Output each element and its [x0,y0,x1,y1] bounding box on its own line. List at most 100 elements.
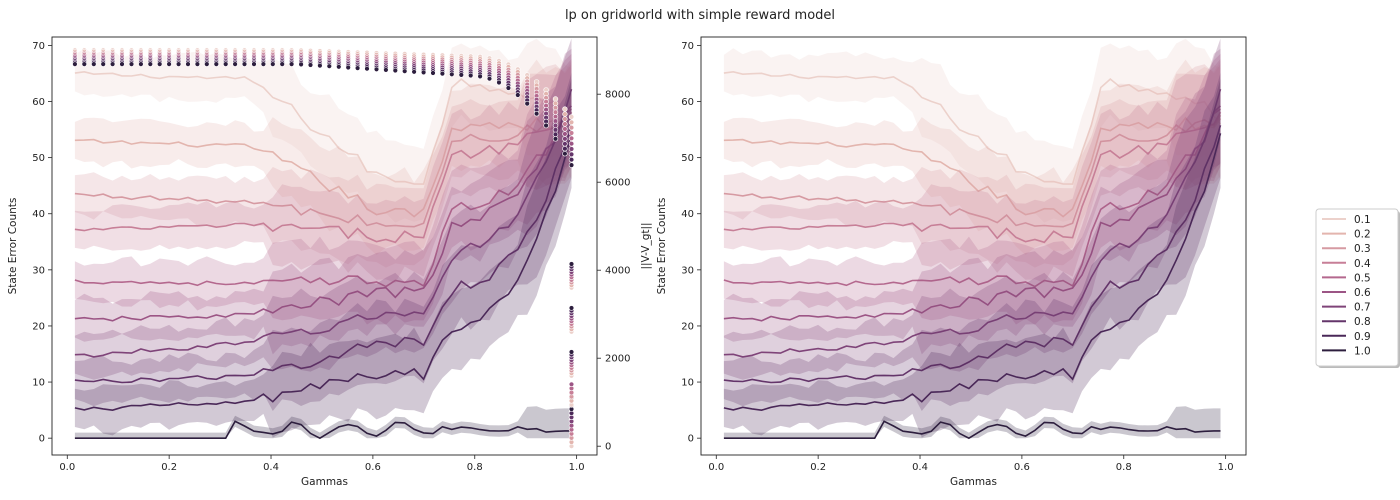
x-tick-label: 0.6 [365,462,381,473]
y-axis-label: State Error Counts [7,198,19,295]
legend-label-0.9: 0.9 [1354,331,1371,343]
scatter-point [568,162,575,168]
scatter-point [232,61,238,67]
y2-tick-label: 4000 [605,266,630,277]
scatter-point [552,118,559,124]
scatter-point [270,61,276,67]
scatter-point [568,349,575,355]
y2-tick-label: 2000 [605,354,630,365]
y2-axis-label: ||V-V_gt|| [640,222,652,269]
scatter-point [157,61,163,67]
legend: 0.1 0.2 0.3 0.4 0.5 0.6 0.7 0.8 0.9 1.0 [1315,208,1400,368]
scatter-point [568,305,575,311]
scatter-point [552,127,559,133]
y-tick-label: 50 [32,153,45,164]
scatter-point [552,122,559,129]
scatter-point [100,61,106,67]
scatter-point [81,61,88,67]
y-tick-label: 60 [32,97,45,108]
y-tick-label: 70 [32,41,45,52]
panel-left: 0 2000 4000 6000 8000 ||V-V_gt|| 0.0 0.2 0.4 0.6 0… [7,36,652,488]
band-0.7 [74,38,572,380]
x-tick-label: 1.0 [569,462,585,473]
plot-frame [700,36,1247,456]
scatter-point [326,63,332,69]
legend-label-0.3: 0.3 [1354,243,1371,255]
scatter-point [552,131,559,138]
legend-label-0.6: 0.6 [1354,287,1371,299]
scatter-point [486,75,493,82]
scatter-point [533,110,540,117]
band-0.4 [723,58,1221,283]
y-tick-label: 10 [681,378,694,389]
band-1.0 [74,406,572,439]
x-tick-label: 1.0 [1218,462,1234,473]
scatter-point [568,119,575,126]
scatter-point [279,61,285,67]
scatter-point [552,136,559,142]
band-0.9 [74,78,572,438]
scatter-point [505,85,512,91]
series-line-0.2 [723,116,1222,218]
x-axis-label: Gammas [301,476,348,488]
scatter-point [336,64,342,70]
scatter-point [568,157,575,163]
legend-label-0.5: 0.5 [1354,272,1371,284]
y-tick-label: 0 [39,434,45,445]
scatter-point [562,141,568,147]
scatter-point [364,65,370,72]
series-line-0.6 [723,105,1222,322]
scatter-point [204,61,210,67]
series-line-0.9 [74,133,573,412]
legend-label-0.4: 0.4 [1354,258,1371,270]
series-line-1.0 [74,420,572,440]
y-axis-label: State Error Counts [656,198,668,295]
scatter-point [72,61,78,67]
scatter-point [166,61,172,67]
band-0.5 [74,53,572,325]
scatter-point [568,381,575,387]
scatter-point [307,62,314,68]
band-0.6 [74,48,572,355]
scatter-point [241,61,248,67]
scatter-point [430,70,436,76]
scatter-point [543,122,549,129]
y-tick-label: 40 [32,209,45,220]
scatter-point [128,61,135,67]
y2-tick-label: 0 [605,442,611,453]
scatter-point [260,61,267,67]
scatter-point [449,71,455,78]
y-tick-label: 30 [681,265,694,276]
scatter-point [562,131,568,137]
legend-label-1.0: 1.0 [1354,345,1371,357]
scatter-point [223,61,229,67]
x-tick-label: 0.6 [1014,462,1030,473]
scatter-point [439,70,446,77]
band-0.3 [74,64,572,268]
scatter-point [317,62,323,69]
band-0.6 [723,48,1221,355]
y2-tick-label: 8000 [605,90,630,101]
x-tick-label: 0.0 [59,462,75,473]
x-tick-label: 0.8 [1116,462,1132,473]
scatter-point [411,69,417,75]
scatter-point [175,61,182,67]
band-0.2 [723,59,1221,255]
scatter-point [562,106,568,112]
series-line-0.5 [723,108,1221,288]
scatter-point [392,67,398,74]
x-tick-label: 0.4 [263,462,279,473]
scatter-point [568,261,575,267]
band-0.1 [74,38,572,223]
y-tick-label: 10 [32,378,45,389]
scatter-point [185,61,191,67]
x-tick-label: 0.2 [161,462,177,473]
panel-right: 0.0 0.2 0.4 0.6 0.8 1.0 0 10 20 30 40 50 60 70 Gammas S… [656,36,1247,488]
series-line-0.7 [723,88,1222,358]
y-tick-label: 20 [681,321,694,332]
scatter-point [458,72,464,78]
scatter-point [568,135,575,142]
y-tick-label: 40 [681,209,694,220]
figure-title: lp on gridworld with simple reward model [564,8,836,23]
scatter-point [562,136,568,142]
